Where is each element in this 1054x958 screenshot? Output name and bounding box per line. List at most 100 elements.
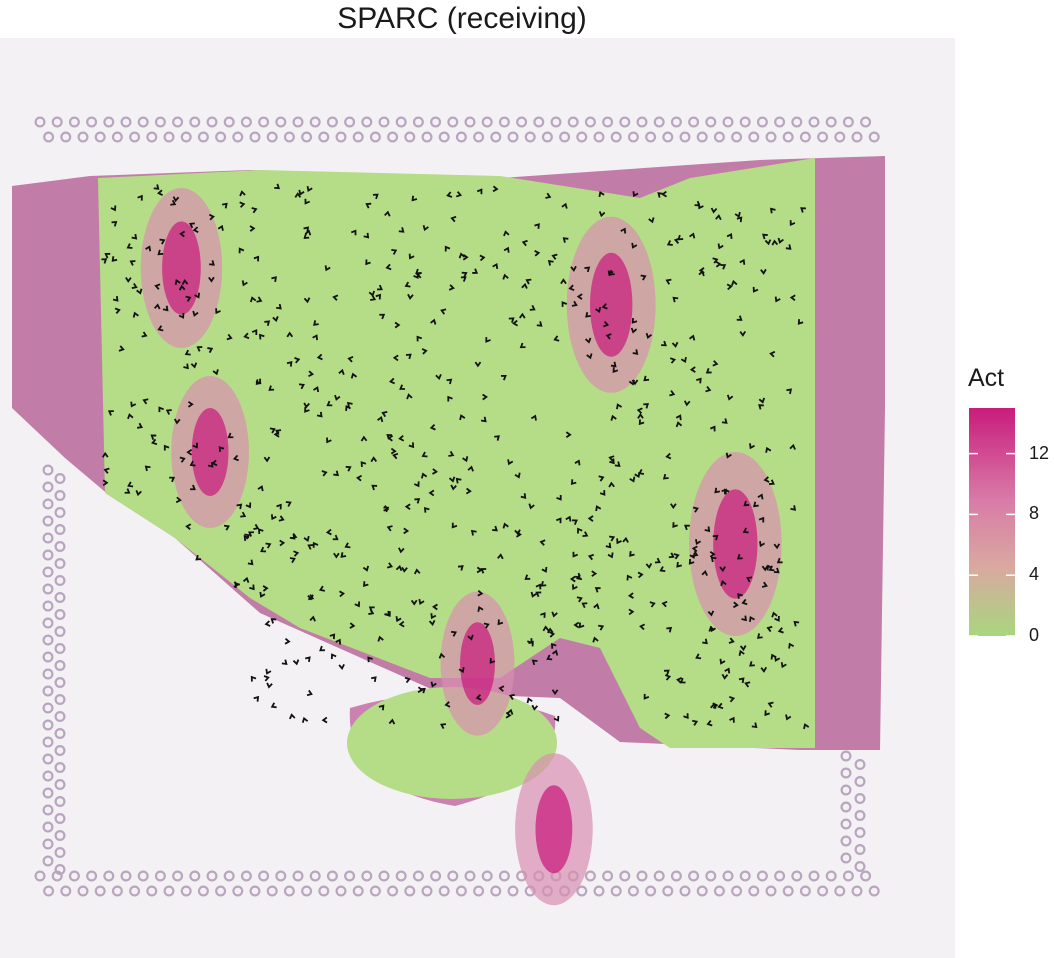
interaction-arrow <box>726 283 733 291</box>
interaction-arrow <box>764 710 770 717</box>
interaction-arrow <box>249 584 255 591</box>
interaction-arrow <box>248 531 254 537</box>
interaction-arrow <box>739 645 747 652</box>
interaction-arrow <box>712 257 719 264</box>
interaction-arrow <box>587 515 594 522</box>
interaction-arrow <box>551 611 558 618</box>
interaction-arrow <box>520 493 527 499</box>
interaction-arrow <box>565 431 572 438</box>
fiducial-spot <box>215 131 227 143</box>
fiducial-spot <box>627 885 639 897</box>
fiducial-spot <box>163 131 175 143</box>
interaction-arrow <box>215 308 221 315</box>
fiducial-spot <box>404 885 416 897</box>
fiducial-spot <box>223 870 235 882</box>
interaction-arrow <box>112 296 119 302</box>
interaction-arrow <box>178 312 185 319</box>
fiducial-spot <box>412 116 424 128</box>
interaction-arrow <box>394 321 401 329</box>
interaction-arrow <box>395 616 402 623</box>
interaction-arrow <box>294 357 301 364</box>
fiducial-spot <box>851 885 863 897</box>
interaction-arrow <box>159 238 166 245</box>
fiducial-frame <box>34 116 880 897</box>
fiducial-spot <box>54 863 66 875</box>
interaction-arrow <box>788 642 795 649</box>
interaction-arrow <box>712 702 719 709</box>
fiducial-spot <box>318 131 330 143</box>
interaction-arrow <box>416 335 423 342</box>
interaction-arrow <box>574 459 581 466</box>
interaction-arrow <box>305 656 311 663</box>
interaction-arrow <box>545 192 552 199</box>
interaction-arrow <box>676 561 682 568</box>
interaction-arrow <box>803 723 810 730</box>
fiducial-spot <box>593 885 605 897</box>
interaction-arrow <box>240 511 247 518</box>
interaction-arrow <box>695 539 702 546</box>
fiducial-spot <box>748 885 760 897</box>
fiducial-spot <box>404 131 416 143</box>
interaction-arrow <box>721 418 728 424</box>
interaction-arrow <box>577 527 583 534</box>
interaction-arrow <box>725 452 732 459</box>
fiducial-spot <box>774 116 786 128</box>
fiducial-spot <box>54 507 66 519</box>
interaction-arrow <box>609 535 616 542</box>
fiducial-spot <box>584 870 596 882</box>
fiducial-spot <box>438 131 450 143</box>
interaction-arrow <box>413 568 421 575</box>
fiducial-spot <box>378 116 390 128</box>
interaction-arrow <box>715 260 722 268</box>
interaction-arrow <box>212 369 219 376</box>
fiducial-spot <box>154 116 166 128</box>
interaction-arrow <box>540 612 546 618</box>
interaction-arrow <box>632 349 639 355</box>
interaction-arrow <box>271 276 277 282</box>
interaction-arrow <box>150 434 157 440</box>
fiducial-spot <box>54 710 66 722</box>
interaction-arrow <box>598 624 605 631</box>
fiducial-spot <box>42 719 54 731</box>
interaction-arrow <box>584 266 591 273</box>
interaction-arrow <box>598 190 605 198</box>
interaction-arrow <box>706 720 713 727</box>
fiducial-spot <box>42 617 54 629</box>
interaction-arrow <box>637 571 644 579</box>
fiducial-spot <box>77 131 89 143</box>
interaction-arrow <box>503 246 510 253</box>
fiducial-spot <box>430 870 442 882</box>
interaction-arrow <box>765 446 772 453</box>
fiducial-spot <box>854 758 866 770</box>
interaction-arrow <box>761 565 769 572</box>
interaction-arrow <box>492 525 498 532</box>
fiducial-spot <box>464 870 476 882</box>
interaction-arrow <box>705 367 712 374</box>
interaction-arrow <box>293 550 300 557</box>
fiducial-spot <box>111 131 123 143</box>
fiducial-spot <box>576 885 588 897</box>
fiducial-spot <box>576 131 588 143</box>
fiducial-spot <box>791 870 803 882</box>
fiducial-spot <box>636 870 648 882</box>
fiducial-spot <box>447 116 459 128</box>
fiducial-spot <box>765 131 777 143</box>
interaction-arrow <box>494 435 500 441</box>
fiducial-spot <box>378 870 390 882</box>
interaction-arrow <box>736 553 743 560</box>
interaction-arrow <box>321 470 328 477</box>
interaction-arrow <box>418 598 425 605</box>
fiducial-spot <box>688 870 700 882</box>
fiducial-spot <box>232 885 244 897</box>
fiducial-spot <box>309 870 321 882</box>
fiducial-spot <box>481 870 493 882</box>
interaction-arrow <box>758 404 764 410</box>
interaction-arrow <box>153 184 160 190</box>
fiducial-spot <box>249 131 261 143</box>
fiducial-spot <box>60 131 72 143</box>
fiducial-spot <box>42 583 54 595</box>
interaction-arrow <box>208 276 215 283</box>
interaction-arrow <box>497 553 504 560</box>
fiducial-spot <box>395 870 407 882</box>
interaction-arrow <box>527 638 533 644</box>
